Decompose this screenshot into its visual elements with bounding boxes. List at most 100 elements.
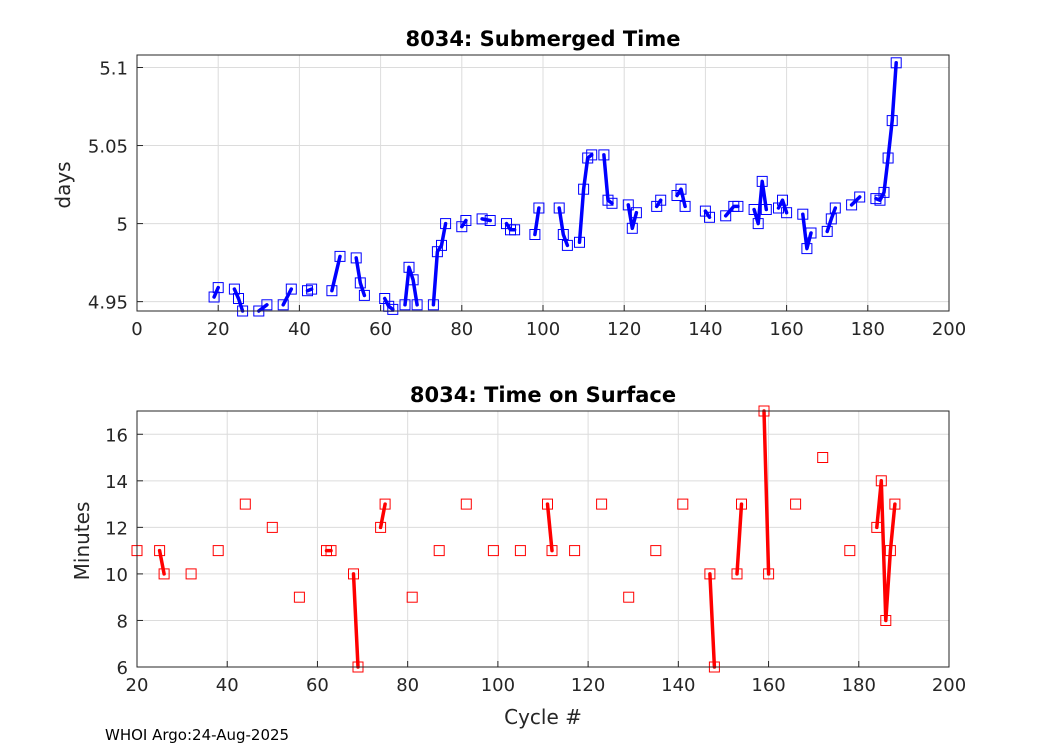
series-line [708,572,717,669]
data-point [154,545,166,557]
plot-frame [136,410,950,668]
data-point [720,210,732,222]
data-point [756,175,768,187]
x-tick-label: 40 [216,675,239,696]
x-tick-label: 180 [842,675,876,696]
data-point [293,591,305,603]
x-tick-label: 160 [751,675,785,696]
data-point [677,498,689,510]
data-point [574,236,585,248]
chart-title: 8034: Submerged Time [405,27,680,51]
data-point [790,498,802,510]
data-point [208,291,220,303]
data-point [781,207,793,219]
data-point [406,591,418,603]
y-tick-label: 12 [105,518,128,539]
data-point [261,299,273,311]
y-tick-label: 6 [117,658,128,679]
series-line [752,179,769,226]
x-tick-label: 0 [131,319,142,340]
data-point [889,498,901,510]
x-tick-labels: 0 20 40 60 80 100 120 140 160 180 200 [131,305,966,340]
y-tick-label: 5 [117,215,128,236]
data-point [476,213,488,225]
data-point [736,498,747,510]
data-point [399,299,411,311]
data-point [158,568,170,580]
x-tick-label: 200 [932,675,966,696]
x-tick-label: 100 [481,675,515,696]
data-point [358,289,370,301]
data-point [886,115,898,127]
data-point [379,293,391,304]
series-line [351,572,360,669]
data-point [854,191,866,203]
data-point [553,202,565,214]
series-line [825,206,838,234]
data-point [569,545,581,557]
data-point [679,200,691,212]
y-tick-labels: 4.95 5 5.05 5.1 [88,58,143,314]
x-tick-label: 100 [526,319,560,340]
y-tick-labels: 6 8 10 12 14 16 [105,425,143,679]
surface-time-chart: 20 40 60 80 100 120 140 160 180 200 6 8 10 12 14 16 80… [70,383,966,729]
series-line [723,204,740,218]
y-axis-label: Minutes [70,502,94,581]
data-point [602,194,614,206]
data-point [844,545,856,557]
data-point [302,285,313,297]
series-line [378,502,387,530]
x-tick-labels: 20 40 60 80 100 120 140 160 180 200 [126,661,966,696]
series-line [874,61,898,202]
data-point [675,183,687,195]
data-point [546,545,558,557]
data-point [375,521,387,533]
series-line [480,217,492,223]
data-point [704,211,715,223]
data-point [456,221,468,233]
data-point [325,545,337,557]
series-line [762,409,771,576]
y-tick-label: 5.1 [99,58,128,79]
series-line [735,502,744,576]
data-point [440,218,452,230]
y-axis-label: days [51,161,75,208]
y-tick-label: 4.95 [88,293,128,314]
data-point [748,204,760,215]
data-point [704,568,716,580]
data-point [586,149,598,161]
data-point [880,615,892,626]
series-line [533,206,541,237]
data-point [846,199,858,211]
x-tick-label: 200 [932,319,966,340]
y-tick-label: 5.05 [88,137,128,158]
data-point [501,218,512,230]
data-point [797,208,809,220]
data-point [529,229,541,240]
data-point [185,568,197,580]
x-tick-label: 120 [571,675,605,696]
data-point [821,225,833,237]
data-point [699,205,711,217]
data-point [277,299,289,311]
data-point [890,57,902,69]
data-point [623,591,635,603]
x-tick-label: 180 [851,319,885,340]
series-line [157,548,166,576]
data-point [829,202,841,214]
series-line [849,195,862,207]
series-line [675,187,687,209]
data-point [875,475,887,487]
x-tick-label: 80 [396,675,419,696]
x-tick-label: 140 [688,319,722,340]
data-point [239,498,251,510]
data-point [582,152,594,164]
data-point [326,285,338,297]
data-point [870,193,882,205]
data-point [212,545,224,557]
y-tick-label: 10 [105,565,128,586]
series-line [354,256,367,298]
data-point [882,152,894,164]
data-point [484,215,496,226]
